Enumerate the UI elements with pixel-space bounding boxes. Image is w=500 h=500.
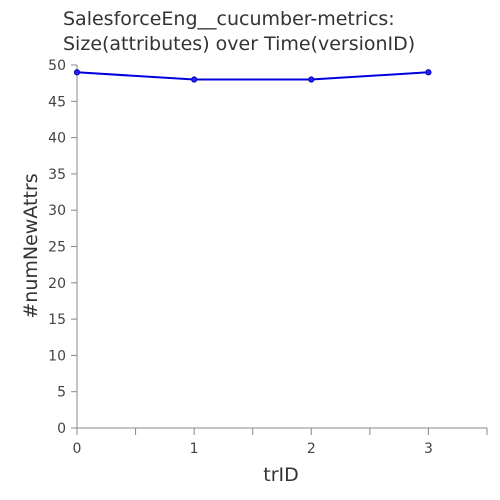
y-axis-label: #numNewAttrs <box>20 173 42 318</box>
data-point <box>308 76 315 83</box>
chart-title-line-2: Size(attributes) over Time(versionID) <box>63 33 415 55</box>
y-ticks: 0 5 10 15 20 25 30 35 40 45 50 <box>48 58 77 437</box>
x-ticks: 0 1 2 3 <box>73 428 488 457</box>
y-tick-label: 0 <box>57 421 66 437</box>
y-tick-label: 35 <box>48 167 66 183</box>
y-tick-label: 5 <box>57 385 66 401</box>
y-tick-label: 45 <box>48 94 66 110</box>
y-tick-label: 30 <box>48 203 66 219</box>
x-tick-label: 2 <box>307 441 316 457</box>
data-point <box>73 69 81 76</box>
y-tick-label: 15 <box>48 312 66 328</box>
y-tick-label: 50 <box>48 58 66 74</box>
y-tick-label: 10 <box>48 348 66 364</box>
y-tick-label: 25 <box>48 240 66 256</box>
chart-title-line-1: SalesforceEng__cucumber-metrics: <box>63 8 395 30</box>
y-tick-label: 20 <box>48 276 66 292</box>
x-tick-label: 3 <box>424 441 433 457</box>
x-tick-label: 0 <box>73 441 82 457</box>
y-tick-label: 40 <box>48 131 66 147</box>
series-group <box>73 69 432 83</box>
series-line <box>76 71 429 81</box>
x-axis-label: trID <box>263 464 299 486</box>
data-point <box>191 76 198 83</box>
data-point <box>425 69 432 76</box>
x-tick-label: 1 <box>190 441 199 457</box>
